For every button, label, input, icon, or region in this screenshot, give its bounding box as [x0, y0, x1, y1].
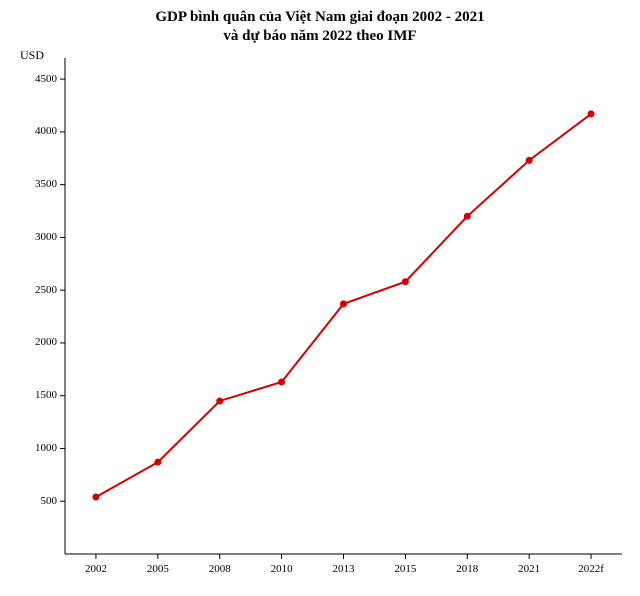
x-tick-label: 2008 [209, 563, 231, 575]
data-marker [92, 494, 99, 501]
data-marker [278, 378, 285, 385]
x-tick-label: 2010 [271, 563, 293, 575]
data-marker [526, 157, 533, 164]
data-marker [154, 459, 161, 466]
data-marker [464, 213, 471, 220]
y-tick-label: 2500 [35, 284, 57, 296]
data-marker [402, 278, 409, 285]
y-tick-label: 3000 [35, 231, 57, 243]
data-marker [216, 397, 223, 404]
x-tick-label: 2021 [518, 563, 540, 575]
y-tick-label: 4000 [35, 125, 57, 137]
x-tick-label: 2005 [147, 563, 169, 575]
gdp-line-chart: GDP bình quân của Việt Nam giai đoạn 200… [0, 0, 640, 596]
x-tick-label: 2013 [333, 563, 355, 575]
data-marker [588, 110, 595, 117]
y-tick-label: 1000 [35, 442, 57, 454]
y-tick-label: 2000 [35, 336, 57, 348]
y-tick-label: 4500 [35, 73, 57, 85]
x-tick-label: 2018 [456, 563, 478, 575]
plot-svg [0, 0, 640, 596]
x-tick-label: 2015 [394, 563, 416, 575]
x-tick-label: 2002 [85, 563, 107, 575]
data-marker [340, 300, 347, 307]
y-tick-label: 500 [41, 495, 58, 507]
y-tick-label: 1500 [35, 389, 57, 401]
y-tick-label: 3500 [35, 178, 57, 190]
x-tick-label: 2022f [578, 563, 604, 575]
